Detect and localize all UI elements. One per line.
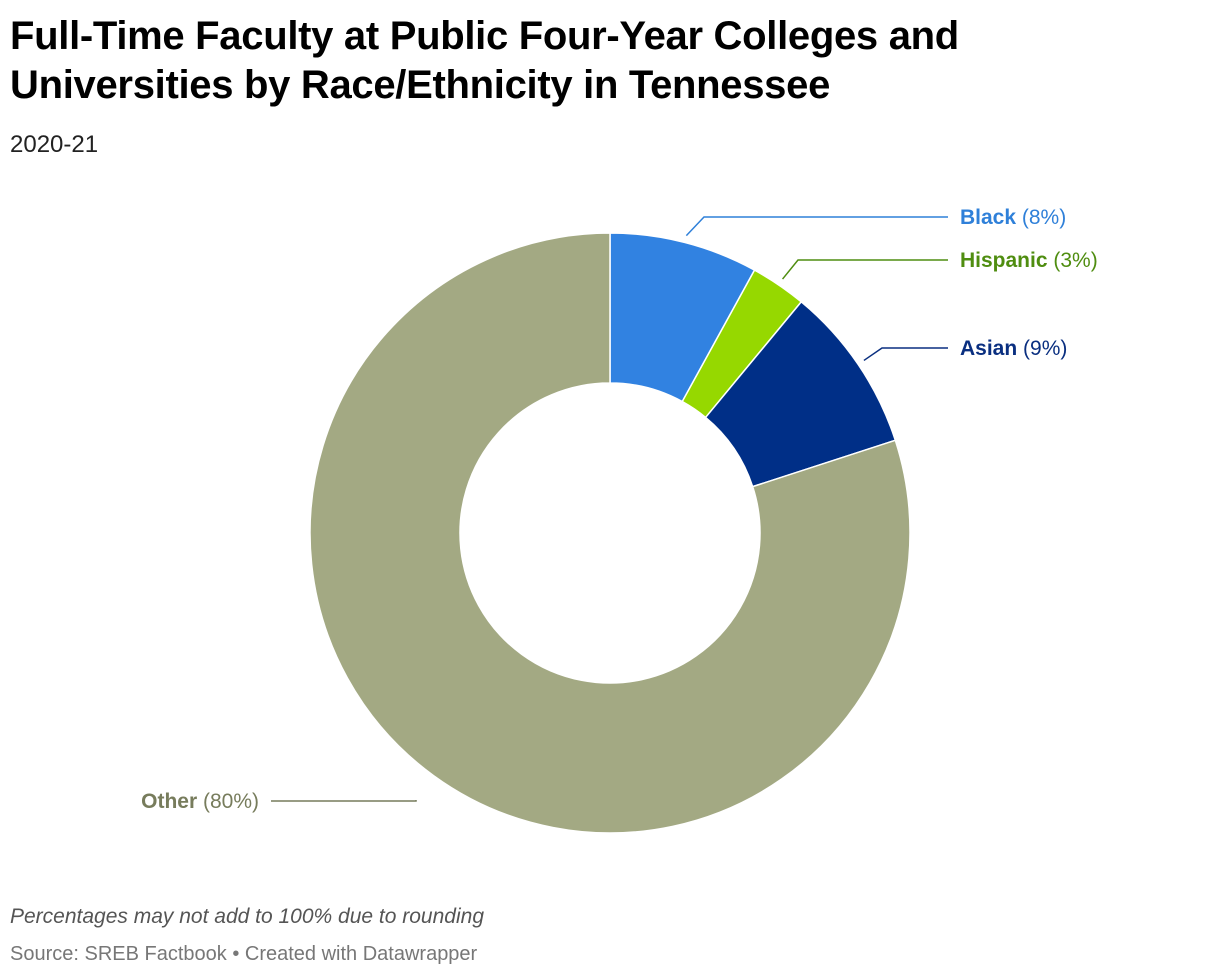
labels-layer: Black (8%) Hispanic (3%) Asian (9%) Other (… <box>141 206 1098 813</box>
slice-label-black: Black (8%) <box>960 206 1066 229</box>
leader-line-other <box>271 799 417 802</box>
slice-label-hispanic: Hispanic (3%) <box>960 249 1098 272</box>
slice-label-value: (80%) <box>197 790 259 813</box>
slice-label-value: (9%) <box>1017 337 1067 360</box>
chart-title: Full-Time Faculty at Public Four-Year Co… <box>10 14 959 107</box>
chart-source: Source: SREB Factbook • Created with Dat… <box>10 943 478 965</box>
slices-layer <box>309 232 911 834</box>
slice-label-asian: Asian (9%) <box>960 337 1067 360</box>
slice-other[interactable] <box>309 232 911 834</box>
slice-label-name: Hispanic <box>960 249 1048 272</box>
chart-subtitle: 2020-21 <box>10 131 99 158</box>
leader-line-hispanic <box>781 259 948 280</box>
slice-label-value: (3%) <box>1048 249 1098 272</box>
leader-line-asian <box>863 347 948 362</box>
slice-label-name: Black <box>960 206 1016 229</box>
slice-label-name: Other <box>141 790 197 813</box>
leader-line-black <box>685 216 948 237</box>
chart-notes: Percentages may not add to 100% due to r… <box>10 905 484 928</box>
slice-label-other: Other (80%) <box>141 790 259 813</box>
slice-label-name: Asian <box>960 337 1017 360</box>
slice-label-value: (8%) <box>1016 206 1066 229</box>
